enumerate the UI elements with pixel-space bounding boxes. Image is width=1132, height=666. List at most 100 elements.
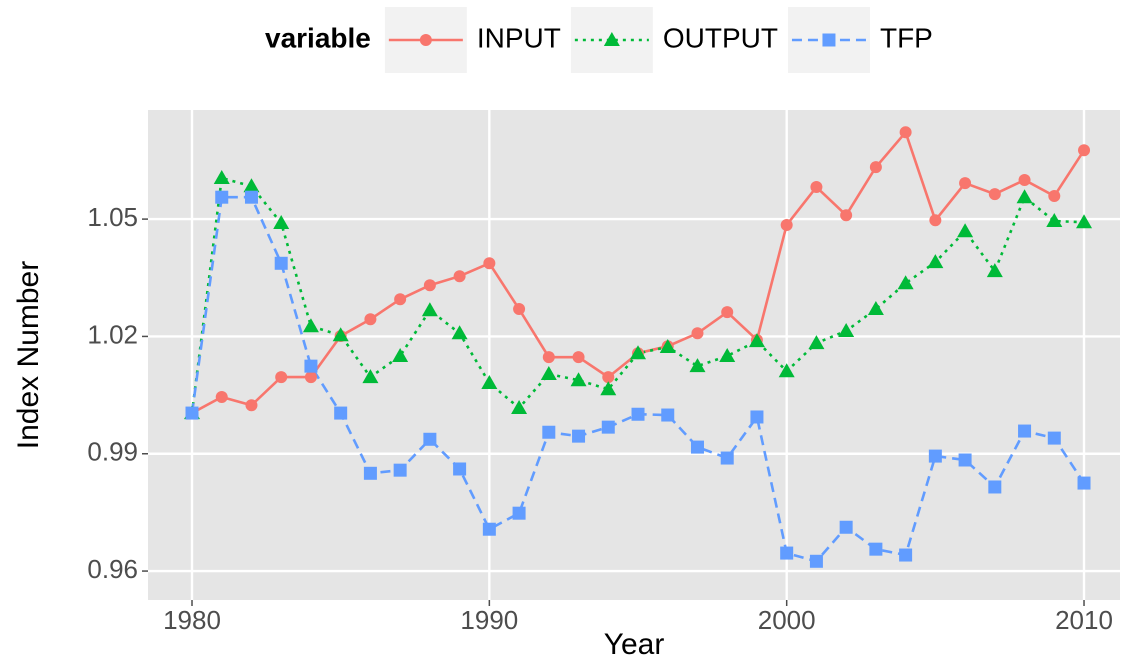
point <box>1018 424 1032 438</box>
point <box>897 275 914 290</box>
point <box>929 214 942 227</box>
point <box>570 372 587 387</box>
point <box>602 371 615 384</box>
point <box>362 369 379 384</box>
point <box>840 209 853 222</box>
point <box>274 256 288 270</box>
y-tick-label: 1.05 <box>87 202 138 232</box>
point <box>721 306 734 319</box>
point <box>748 333 765 348</box>
legend-marker <box>419 34 432 46</box>
point <box>1046 213 1063 228</box>
point <box>869 161 882 174</box>
point <box>1016 189 1033 204</box>
x-tick-label: 2010 <box>1055 605 1113 635</box>
point <box>243 178 260 193</box>
point <box>453 270 466 283</box>
point <box>1018 174 1031 186</box>
point <box>869 542 883 556</box>
point <box>839 520 853 534</box>
point <box>601 420 615 434</box>
point <box>540 365 557 380</box>
point <box>780 218 793 231</box>
point <box>630 345 647 360</box>
point <box>1047 431 1061 445</box>
point <box>600 381 617 396</box>
point <box>1078 144 1091 157</box>
point <box>689 358 706 373</box>
y-tick-label: 0.99 <box>87 437 138 467</box>
legend-marker <box>603 32 620 46</box>
point <box>1077 476 1091 490</box>
point <box>1048 190 1061 203</box>
point <box>483 257 496 270</box>
x-tick-label: 1980 <box>163 605 221 635</box>
point <box>364 313 377 326</box>
point <box>928 449 942 463</box>
legend: variable INPUT OUTPUT TFP <box>265 7 933 73</box>
point <box>809 554 823 568</box>
legend-label: TFP <box>880 22 933 53</box>
point <box>512 506 526 520</box>
point <box>661 408 675 422</box>
y-tick-label: 0.96 <box>87 554 138 584</box>
point <box>959 177 972 190</box>
point <box>482 522 496 536</box>
point <box>513 303 526 316</box>
point <box>302 318 319 333</box>
point <box>334 406 348 420</box>
point <box>363 466 377 480</box>
point <box>215 190 229 204</box>
point <box>750 410 764 424</box>
point <box>986 263 1003 278</box>
point <box>899 548 913 562</box>
point <box>481 374 498 389</box>
point <box>542 425 556 439</box>
point <box>245 399 258 412</box>
x-axis-title: Year <box>604 628 665 661</box>
legend-label: INPUT <box>477 22 561 53</box>
grid <box>148 110 1120 600</box>
point <box>720 451 734 465</box>
point <box>215 391 228 404</box>
point <box>451 325 468 340</box>
point <box>542 351 555 364</box>
point <box>572 429 586 443</box>
point <box>304 371 317 384</box>
point <box>867 301 884 316</box>
x-tick-label: 2000 <box>758 605 816 635</box>
point <box>304 359 318 373</box>
x-tick-label: 1990 <box>460 605 518 635</box>
point <box>691 327 704 340</box>
point <box>927 254 944 269</box>
point <box>899 126 912 139</box>
point <box>421 302 438 317</box>
legend-title: variable <box>265 22 371 53</box>
marks <box>184 126 1093 568</box>
point <box>1076 214 1093 229</box>
point <box>275 371 288 384</box>
point <box>690 440 704 454</box>
point <box>780 546 794 560</box>
point <box>423 432 437 446</box>
point <box>719 347 736 362</box>
point <box>778 363 795 378</box>
point <box>572 351 585 364</box>
point <box>988 480 1002 494</box>
point <box>273 215 290 230</box>
point <box>957 223 974 238</box>
point <box>958 453 972 467</box>
point <box>392 347 409 362</box>
point <box>332 327 349 342</box>
point <box>659 338 676 353</box>
point <box>511 399 528 414</box>
point <box>810 181 823 194</box>
point <box>838 322 855 337</box>
point <box>423 279 436 292</box>
legend-label: OUTPUT <box>663 22 778 53</box>
legend-marker <box>822 33 836 47</box>
point <box>453 462 467 476</box>
point <box>185 406 199 420</box>
point <box>988 188 1001 201</box>
